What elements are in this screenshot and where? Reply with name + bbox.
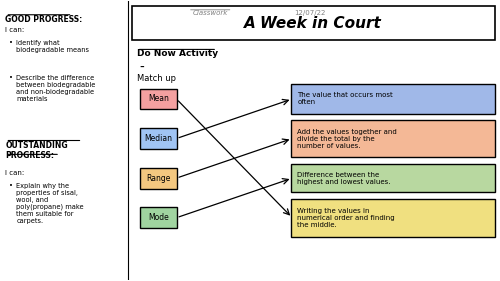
Text: A Week in Court: A Week in Court [244, 16, 382, 31]
Text: Describe the difference
between biodegradable
and non-biodegradable
materials: Describe the difference between biodegra… [16, 75, 96, 102]
Text: Mean: Mean [148, 94, 169, 103]
Text: –: – [136, 62, 144, 71]
Text: 12/07/22: 12/07/22 [294, 10, 326, 16]
Text: Classwork: Classwork [192, 10, 228, 16]
Text: The value that occurs most
often: The value that occurs most often [297, 92, 393, 105]
Text: I can:: I can: [6, 27, 25, 33]
Text: OUTSTANDING
PROGRESS:: OUTSTANDING PROGRESS: [6, 140, 68, 160]
FancyBboxPatch shape [292, 164, 494, 192]
FancyBboxPatch shape [140, 207, 177, 228]
Text: Writing the values in
numerical order and finding
the middle.: Writing the values in numerical order an… [297, 208, 395, 228]
Text: Median: Median [144, 134, 172, 143]
FancyBboxPatch shape [292, 199, 494, 237]
Text: •: • [9, 183, 13, 189]
Text: Range: Range [146, 174, 171, 183]
Text: Explain why the
properties of sisal,
wool, and
poly(propane) make
them suitable : Explain why the properties of sisal, woo… [16, 183, 84, 224]
FancyBboxPatch shape [292, 120, 494, 157]
Text: I can:: I can: [6, 170, 25, 176]
FancyBboxPatch shape [132, 6, 494, 40]
FancyBboxPatch shape [140, 168, 177, 189]
Text: Do Now Activity: Do Now Activity [136, 49, 218, 58]
Text: •: • [9, 75, 13, 81]
FancyBboxPatch shape [140, 128, 177, 149]
FancyBboxPatch shape [140, 89, 177, 109]
FancyBboxPatch shape [292, 83, 494, 114]
Text: •: • [9, 40, 13, 46]
Text: GOOD PROGRESS:: GOOD PROGRESS: [6, 15, 82, 24]
Text: Difference between the
highest and lowest values.: Difference between the highest and lowes… [297, 172, 390, 185]
Text: Add the values together and
divide the total by the
number of values.: Add the values together and divide the t… [297, 128, 397, 149]
Text: Match up: Match up [136, 74, 175, 83]
Text: Identify what
biodegradable means: Identify what biodegradable means [16, 40, 90, 53]
Text: Mode: Mode [148, 213, 169, 222]
